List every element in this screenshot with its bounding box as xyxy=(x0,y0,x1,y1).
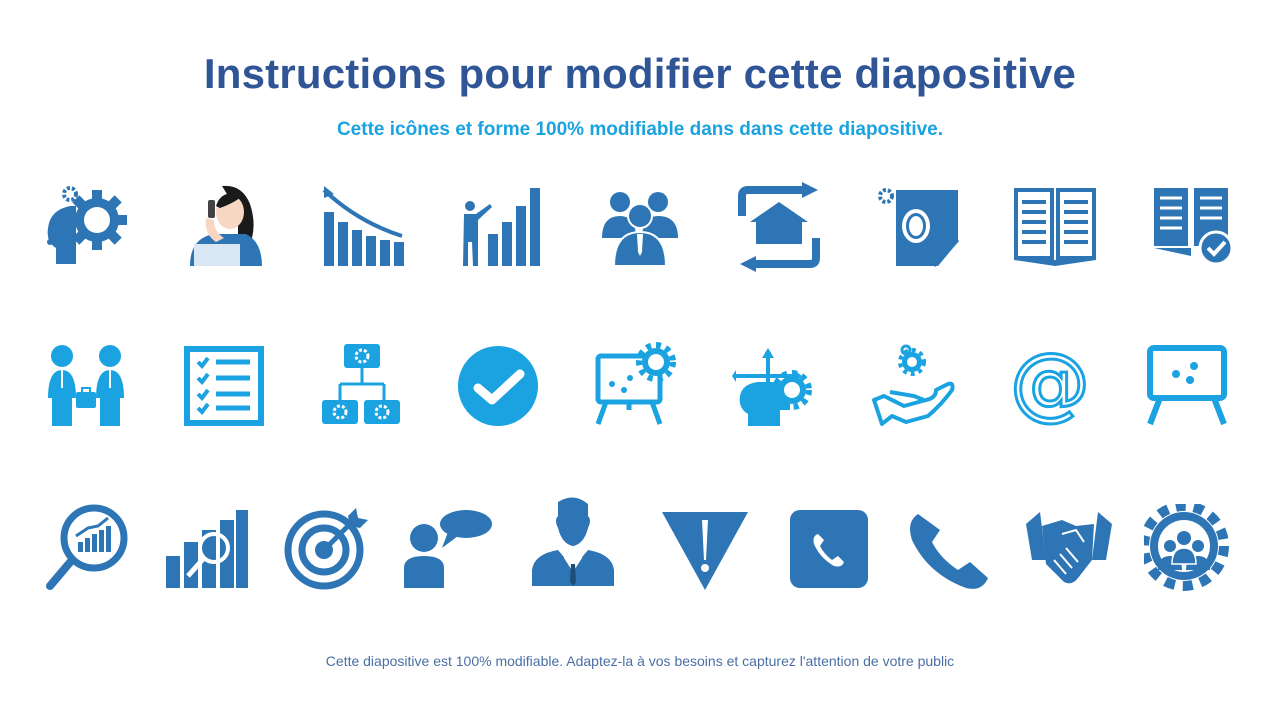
phone-icon xyxy=(904,504,994,594)
person-speech-icon xyxy=(402,504,492,594)
checklist-icon xyxy=(180,340,270,430)
gear-team-icon xyxy=(1144,504,1234,594)
team-icon xyxy=(596,182,686,272)
book-check-icon xyxy=(1150,182,1240,272)
phone-square-icon xyxy=(786,506,876,596)
bar-chart-magnifier-icon xyxy=(162,504,252,594)
slide-subtitle: Cette icônes et forme 100% modifiable da… xyxy=(336,119,944,140)
businessman-icon xyxy=(528,496,618,586)
board-gear-icon xyxy=(594,340,684,430)
presenter-chart-icon xyxy=(456,182,546,272)
handshake-icon xyxy=(1024,504,1114,594)
warning-triangle-icon xyxy=(660,506,750,596)
presentation-board-icon xyxy=(1146,340,1236,430)
search-chart-icon xyxy=(42,502,132,592)
head-gear-icon xyxy=(42,182,132,272)
at-sign-icon: @ xyxy=(1008,340,1098,430)
open-book-icon xyxy=(1010,182,1100,272)
home-refresh-icon xyxy=(734,182,824,272)
gear-hierarchy-icon xyxy=(318,340,408,430)
slide-title: Instructions pour modifier cette diaposi… xyxy=(203,50,1077,97)
hand-gear-icon xyxy=(870,340,960,430)
svg-text:@: @ xyxy=(1010,340,1090,429)
gear-document-icon xyxy=(874,182,964,272)
two-people-briefcase-icon xyxy=(42,340,132,430)
head-directions-icon xyxy=(732,340,822,430)
woman-phone-icon xyxy=(180,182,270,272)
slide-footer: Cette diapositive est 100% modifiable. A… xyxy=(325,653,955,669)
target-arrow-icon xyxy=(282,504,372,594)
declining-chart-icon xyxy=(318,182,408,272)
checkmark-circle-icon xyxy=(456,340,546,430)
